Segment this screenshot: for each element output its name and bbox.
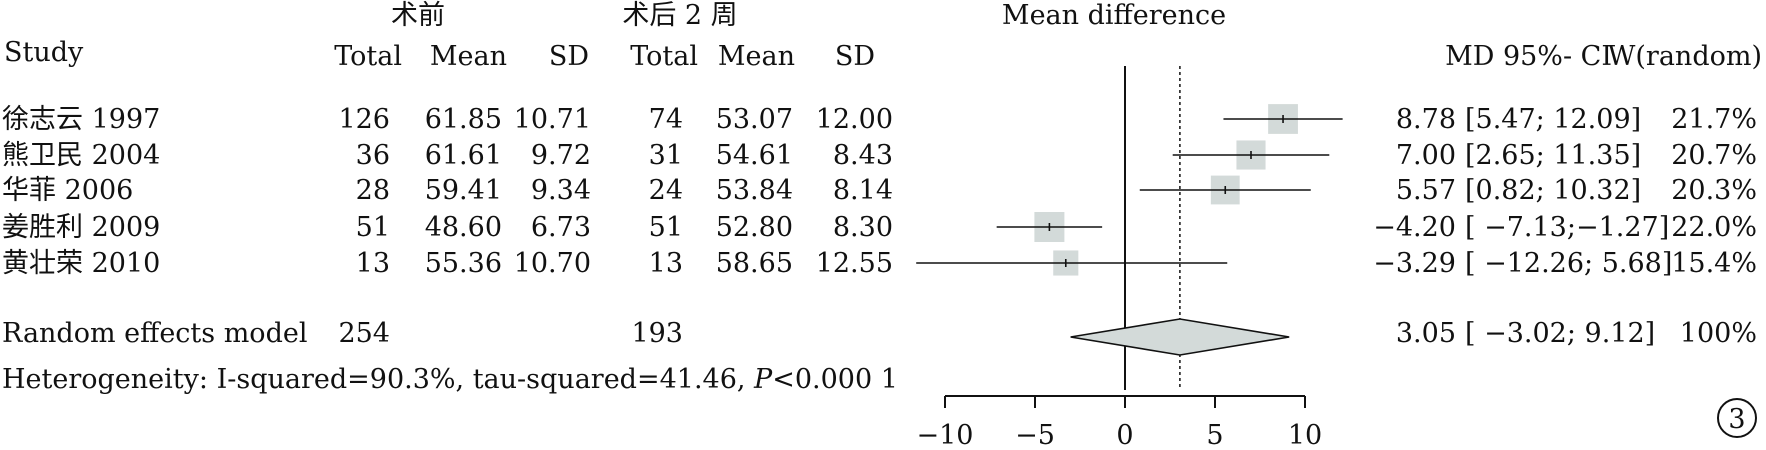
study-mean2-cell: 53.07: [716, 104, 793, 135]
study-name-cell: 姜胜利 2009: [2, 212, 160, 243]
mean2-header: Mean: [718, 41, 795, 72]
study-weight-cell: 21.7%: [1671, 104, 1757, 135]
study-ci-cell: [5.47; 12.09]: [1465, 104, 1641, 135]
study-md-cell: −4.20: [1373, 212, 1456, 243]
heterogeneity-suffix: <0.000 1: [772, 364, 898, 395]
summary-weight: 100%: [1680, 318, 1757, 349]
study-mean1-cell: 59.41: [425, 175, 502, 206]
study-name-cell: 华菲 2006: [2, 175, 133, 206]
forest-graphics: −10 −5 0 5 10: [916, 66, 1343, 450]
study-name-cell: 徐志云 1997: [2, 104, 160, 135]
heterogeneity-text: Heterogeneity: I-squared=90.3%, tau-squa…: [2, 364, 898, 395]
weight-header: W(random): [1608, 41, 1762, 72]
study-header: Study: [4, 37, 84, 68]
study-md-cell: 7.00: [1396, 140, 1456, 171]
x-axis-tick-label: 0: [1116, 420, 1133, 450]
summary-ci: [ −3.02; 9.12]: [1465, 318, 1655, 349]
study-mean1-cell: 61.61: [425, 140, 502, 171]
group2-title: 术后 2 周: [622, 0, 737, 31]
summary-label: Random effects model: [2, 318, 307, 349]
study-total2-cell: 74: [649, 104, 683, 135]
study-mean2-cell: 58.65: [716, 248, 793, 279]
total1-header: Total: [334, 41, 402, 72]
study-total2-cell: 24: [649, 175, 683, 206]
summary-total1: 254: [338, 318, 390, 349]
study-total2-cell: 31: [649, 140, 683, 171]
study-sd1-cell: 10.71: [514, 104, 591, 135]
plot-title: Mean difference: [1002, 0, 1226, 31]
study-total1-cell: 51: [356, 212, 390, 243]
study-mean2-cell: 54.61: [716, 140, 793, 171]
figure-number: 3: [1728, 404, 1745, 435]
study-total1-cell: 13: [356, 248, 390, 279]
study-total2-cell: 51: [649, 212, 683, 243]
study-name-cell: 熊卫民 2004: [2, 140, 160, 171]
study-ci-cell: [2.65; 11.35]: [1465, 140, 1641, 171]
study-weight-cell: 22.0%: [1671, 212, 1757, 243]
study-total1-cell: 36: [356, 140, 390, 171]
study-md-cell: 8.78: [1396, 104, 1456, 135]
x-axis-tick-label: −10: [917, 420, 974, 450]
study-weight-cell: 20.7%: [1671, 140, 1757, 171]
study-mean2-cell: 52.80: [716, 212, 793, 243]
study-mean1-cell: 48.60: [425, 212, 502, 243]
figure-number-circle: [1717, 398, 1757, 438]
x-axis-tick-label: 10: [1288, 420, 1322, 450]
group1-title: 术前: [391, 0, 445, 31]
x-axis-tick-label: −5: [1015, 420, 1055, 450]
study-sd2-cell: 8.43: [833, 140, 893, 171]
pooled-diamond: [1070, 318, 1290, 356]
study-sd1-cell: 9.34: [531, 175, 591, 206]
x-axis-tick-label: 5: [1206, 420, 1223, 450]
mean1-header: Mean: [430, 41, 507, 72]
study-rows: 徐志云 1997 126 61.85 10.71 74 53.07 12.00 8.78 [5.…: [2, 104, 1757, 279]
study-weight-cell: 20.3%: [1671, 175, 1757, 206]
study-sd2-cell: 8.14: [833, 175, 893, 206]
heterogeneity-prefix: Heterogeneity: I-squared=90.3%, tau-squa…: [2, 364, 754, 395]
study-sd1-cell: 6.73: [531, 212, 591, 243]
study-ci-cell: [0.82; 10.32]: [1465, 175, 1641, 206]
study-name-cell: 黄壮荣 2010: [2, 248, 160, 279]
study-sd1-cell: 9.72: [531, 140, 591, 171]
study-total1-cell: 126: [338, 104, 390, 135]
study-ci-cell: [ −12.26; 5.68]: [1465, 248, 1672, 279]
summary-total2: 193: [631, 318, 683, 349]
summary-md: 3.05: [1396, 318, 1456, 349]
study-mean2-cell: 53.84: [716, 175, 793, 206]
sd1-header: SD: [549, 41, 589, 72]
total2-header: Total: [630, 41, 698, 72]
study-ci-cell: [ −7.13;−1.27]: [1465, 212, 1669, 243]
md-ci-header: MD 95%- CI: [1445, 41, 1612, 72]
study-mean1-cell: 55.36: [425, 248, 502, 279]
study-total2-cell: 13: [649, 248, 683, 279]
study-md-cell: −3.29: [1373, 248, 1456, 279]
study-total1-cell: 28: [356, 175, 390, 206]
sd2-header: SD: [835, 41, 875, 72]
study-sd1-cell: 10.70: [514, 248, 591, 279]
heterogeneity-p-symbol: P: [753, 364, 773, 395]
study-sd2-cell: 12.00: [816, 104, 893, 135]
study-sd2-cell: 12.55: [816, 248, 893, 279]
study-weight-cell: 15.4%: [1671, 248, 1757, 279]
study-mean1-cell: 61.85: [425, 104, 502, 135]
study-sd2-cell: 8.30: [833, 212, 893, 243]
study-md-cell: 5.57: [1396, 175, 1456, 206]
